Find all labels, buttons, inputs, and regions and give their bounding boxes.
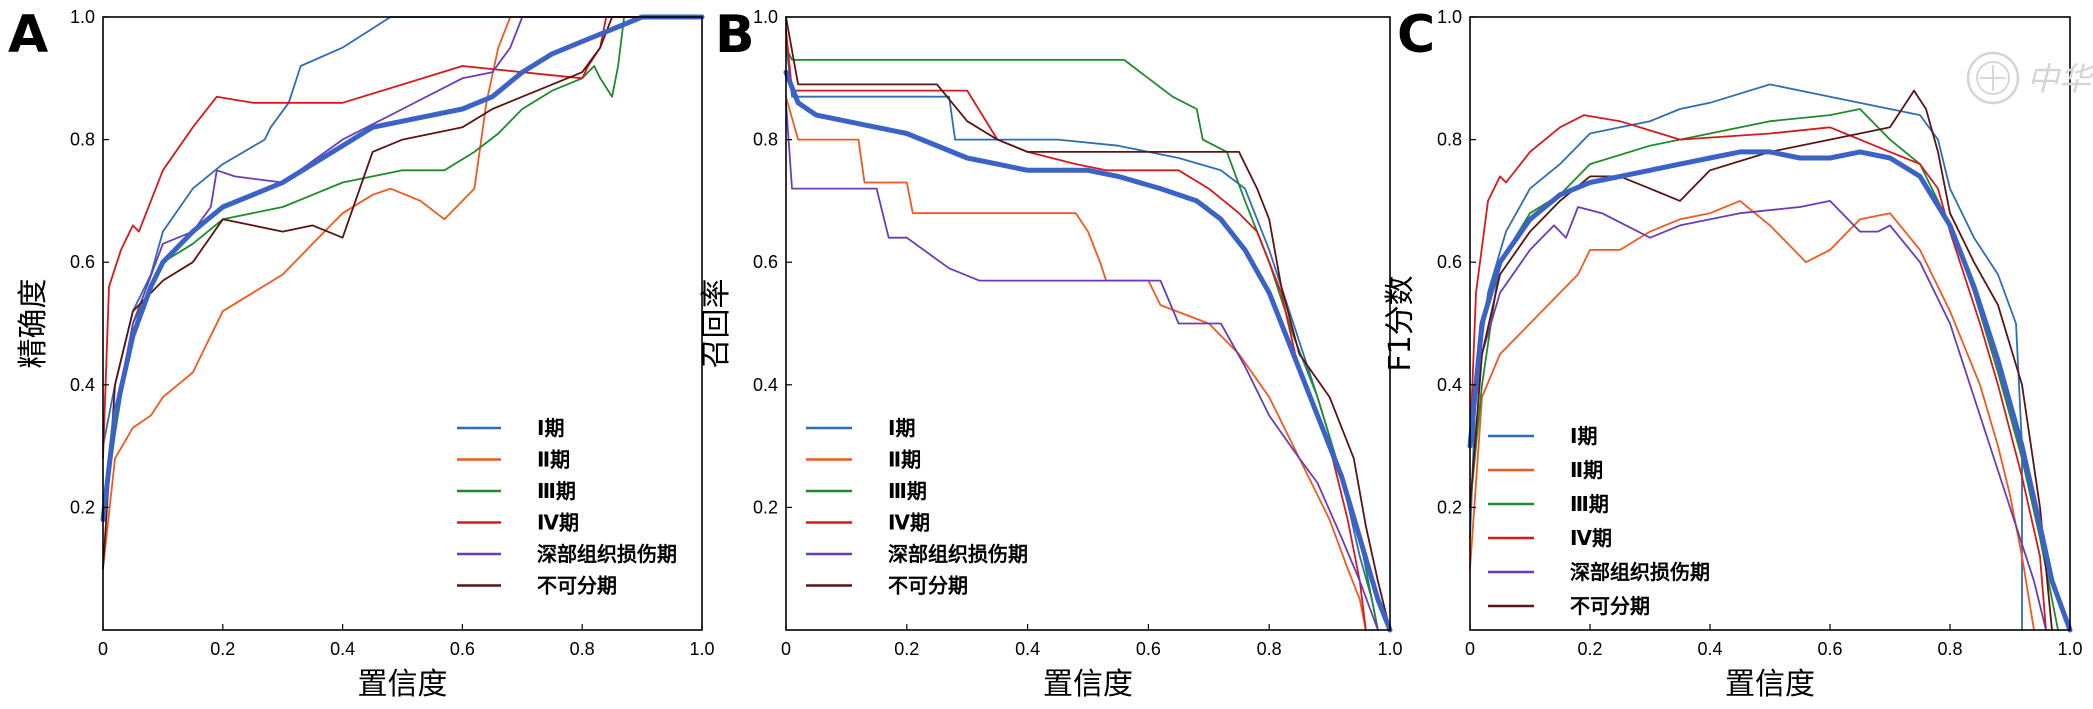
series-line-II期	[1469, 200, 2035, 631]
series-line-I期	[1469, 83, 2023, 631]
y-tick-label: 0.2	[1437, 497, 1462, 517]
y-axis-title: 精确度	[16, 279, 51, 369]
legend-label: 深部组织损伤期	[888, 542, 1028, 566]
watermark: 中华医学会	[1966, 51, 2093, 105]
series-line-IV期	[1469, 114, 2047, 631]
x-tick-label: 0.8	[1257, 639, 1282, 659]
series-group	[100, 14, 705, 570]
x-tick-label: 0.6	[450, 639, 475, 659]
series-line-III期	[102, 16, 703, 521]
legend-label: 不可分期	[1570, 594, 1650, 618]
panel-C: C 0 0.2 0.4 0.6 0.8 1.0 0.2 0.4 0.6 0.8 1.0 置信度 F1分数 Ⅰ…	[1383, 5, 2083, 702]
y-tick-label: 1.0	[753, 7, 778, 27]
series-line-不可分期	[785, 16, 1391, 631]
panel-A: A 0 0.2 0.4 0.6 0.8 1.0 0.2 0.4 0.6 0.8 1.0 置信度 精确度 Ⅰ期…	[8, 5, 715, 702]
legend-label: Ⅱ期	[888, 448, 921, 472]
x-tick-label: 0.4	[1015, 639, 1040, 659]
series-line-深部组织损伤期	[785, 101, 1379, 631]
panel-letter: A	[8, 5, 48, 65]
legend-label: 不可分期	[888, 574, 968, 598]
y-tick-label: 0.8	[753, 130, 778, 150]
y-tick-label: 0.4	[70, 375, 95, 395]
legend-label: Ⅱ期	[537, 448, 570, 472]
x-tick-label: 0	[781, 639, 791, 659]
legend-label: 深部组织损伤期	[1570, 560, 1710, 584]
y-tick-label: 0.6	[1437, 252, 1462, 272]
series-group	[783, 16, 1393, 633]
y-tick-label: 1.0	[1437, 7, 1462, 27]
series-line-II期	[785, 95, 1367, 631]
x-tick-label: 0.4	[330, 639, 355, 659]
series-line-I期	[785, 40, 1379, 631]
x-tick-label: 0.8	[570, 639, 595, 659]
legend-label: Ⅳ期	[1570, 526, 1612, 550]
y-tick-label: 0.6	[70, 252, 95, 272]
y-tick-label: 0.4	[1437, 375, 1462, 395]
y-tick-label: 1.0	[70, 7, 95, 27]
series-line-深部组织损伤期	[102, 16, 703, 509]
series-line-II期	[102, 16, 703, 570]
series-line-不可分期	[102, 16, 703, 570]
legend-label: Ⅲ期	[537, 479, 576, 503]
y-axis-title: F1分数	[1383, 275, 1418, 371]
legend-label: Ⅲ期	[888, 479, 927, 503]
x-tick-label: 0.2	[210, 639, 235, 659]
panels: A 0 0.2 0.4 0.6 0.8 1.0 0.2 0.4 0.6 0.8 1.0 置信度 精确度 Ⅰ期…	[8, 5, 2083, 702]
x-tick-label: 0.6	[1817, 639, 1842, 659]
legend-label: Ⅰ期	[1570, 424, 1597, 448]
series-line-overall	[783, 69, 1393, 633]
x-axis-title: 置信度	[1043, 667, 1133, 702]
y-tick-label: 0.2	[753, 497, 778, 517]
panel-B: B 0 0.2 0.4 0.6 0.8 1.0 0.2 0.4 0.6 0.8 1.0 置信度 召回率 Ⅰ期…	[699, 5, 1403, 702]
x-tick-label: 0	[98, 639, 108, 659]
legend-label: Ⅰ期	[888, 416, 915, 440]
x-tick-label: 0.2	[894, 639, 919, 659]
y-tick-label: 0.2	[70, 497, 95, 517]
x-tick-label: 0	[1465, 639, 1475, 659]
series-line-I期	[102, 16, 703, 447]
series-line-IV期	[102, 16, 703, 460]
legend-label: 深部组织损伤期	[537, 542, 677, 566]
legend-label: Ⅰ期	[537, 416, 564, 440]
legend-label: Ⅳ期	[537, 511, 579, 535]
series-line-深部组织损伤期	[1469, 200, 2047, 631]
watermark-text: 中华医学会	[2027, 60, 2093, 98]
y-tick-label: 0.4	[753, 375, 778, 395]
x-tick-label: 0.2	[1577, 639, 1602, 659]
panel-letter: B	[715, 5, 755, 65]
legend-label: Ⅱ期	[1570, 458, 1603, 482]
y-tick-label: 0.6	[753, 252, 778, 272]
series-line-不可分期	[1469, 89, 2053, 631]
legend-label: 不可分期	[537, 574, 617, 598]
plot-frame	[785, 16, 1391, 631]
panel-letter: C	[1397, 5, 1435, 65]
series-line-III期	[1469, 108, 2059, 631]
series-line-overall	[100, 14, 705, 523]
legend-label: Ⅳ期	[888, 511, 930, 535]
x-tick-label: 0.6	[1136, 639, 1161, 659]
x-tick-label: 1.0	[689, 639, 714, 659]
plot-frame	[102, 16, 703, 631]
x-axis-title: 置信度	[358, 667, 448, 702]
watermark-seal-icon	[1966, 51, 2020, 105]
x-tick-label: 1.0	[2057, 639, 2082, 659]
legend-label: Ⅲ期	[1570, 492, 1609, 516]
y-tick-label: 0.8	[1437, 130, 1462, 150]
x-tick-label: 1.0	[1377, 639, 1402, 659]
series-line-IV期	[785, 28, 1367, 631]
x-axis-title: 置信度	[1725, 667, 1815, 702]
x-tick-label: 0.8	[1937, 639, 1962, 659]
series-line-overall	[1467, 149, 2073, 633]
series-group	[1467, 83, 2073, 633]
plot-frame	[1469, 16, 2071, 631]
y-axis-title: 召回率	[699, 279, 734, 369]
x-tick-label: 0.4	[1697, 639, 1722, 659]
y-tick-label: 0.8	[70, 130, 95, 150]
